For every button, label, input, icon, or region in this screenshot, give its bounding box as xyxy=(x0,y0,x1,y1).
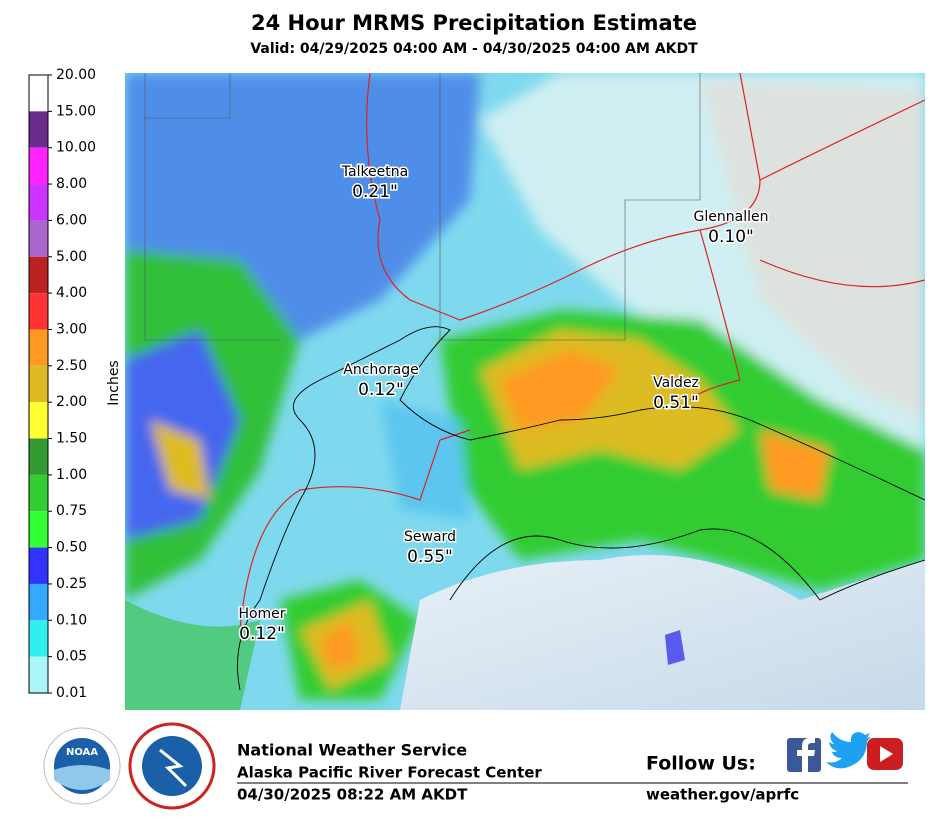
colorbar-label: 8.00 xyxy=(56,176,87,192)
colorbar-label: 4.00 xyxy=(56,285,87,301)
agency: National Weather Service xyxy=(237,741,467,760)
colorbar-label: 1.00 xyxy=(56,467,87,483)
youtube-glyph xyxy=(880,746,893,762)
city-name: Seward xyxy=(404,529,456,545)
colorbar-label: 1.50 xyxy=(56,431,87,447)
colorbar: 20.00 15.00 10.00 8.00 6.00 5.00 4.00 3.00 2.50 2… xyxy=(28,67,122,701)
colorbar-label: 20.00 xyxy=(56,67,96,83)
colorbar-label: 0.25 xyxy=(56,576,87,592)
colorbar-bin xyxy=(29,583,48,621)
city-value: 0.12" xyxy=(358,380,404,400)
colorbar-bin xyxy=(29,329,48,366)
city-name: Glennallen xyxy=(694,209,769,225)
twitter-icon[interactable] xyxy=(826,732,871,769)
city-name: Anchorage xyxy=(343,362,418,378)
colorbar-label: 0.10 xyxy=(56,612,87,628)
colorbar-label: 0.01 xyxy=(56,685,87,701)
title: 24 Hour MRMS Precipitation Estimate xyxy=(251,11,697,35)
city-name: Valdez xyxy=(653,375,699,391)
colorbar-label: 15.00 xyxy=(56,103,96,119)
city-value: 0.10" xyxy=(708,227,754,247)
colorbar-title: Inches xyxy=(106,360,122,405)
colorbar-label: 0.75 xyxy=(56,503,87,519)
city-name: Talkeetna xyxy=(341,164,408,180)
colorbar-bin xyxy=(29,147,48,185)
noaa-wave xyxy=(54,765,110,790)
colorbar-bin xyxy=(29,365,48,403)
colorbar-bin xyxy=(29,256,48,294)
footer: NOAA National Weather Service Alaska Pac… xyxy=(43,722,908,810)
colorbar-label: 6.00 xyxy=(56,212,87,228)
colorbar-label: 2.50 xyxy=(56,358,87,374)
colorbar-label: 3.00 xyxy=(56,321,87,337)
colorbar-frame xyxy=(28,74,49,694)
noaa-logo-text: NOAA xyxy=(66,747,98,758)
colorbar-bin xyxy=(29,402,48,439)
map xyxy=(125,73,925,710)
colorbar-bin xyxy=(29,474,48,512)
subtitle: Valid: 04/29/2025 04:00 AM - 04/30/2025 … xyxy=(250,41,698,57)
colorbar-bin xyxy=(29,656,48,693)
colorbar-label: 0.05 xyxy=(56,649,87,665)
colorbar-label: 10.00 xyxy=(56,140,96,156)
colorbar-bin xyxy=(29,547,48,584)
city-name: Homer xyxy=(238,606,285,622)
colorbar-label: 0.50 xyxy=(56,540,87,556)
city-value: 0.55" xyxy=(407,547,453,567)
colorbar-bin xyxy=(29,511,48,548)
colorbar-bin xyxy=(29,220,48,257)
city-value: 0.21" xyxy=(352,182,398,202)
nws-bolt xyxy=(159,748,188,788)
url[interactable]: weather.gov/aprfc xyxy=(646,786,799,804)
colorbar-bin xyxy=(29,184,48,221)
follow-us: Follow Us: xyxy=(646,753,756,775)
colorbar-bin xyxy=(29,75,48,112)
colorbar-bin xyxy=(29,620,48,657)
facebook-glyph xyxy=(797,738,815,772)
colorbar-bin xyxy=(29,111,48,148)
colorbar-bin xyxy=(29,438,48,475)
colorbar-bin xyxy=(29,293,48,330)
city-value: 0.51" xyxy=(653,393,699,413)
colorbar-label: 2.00 xyxy=(56,394,87,410)
colorbar-label: 5.00 xyxy=(56,249,87,265)
timestamp: 04/30/2025 08:22 AM AKDT xyxy=(237,786,468,804)
office: Alaska Pacific River Forecast Center xyxy=(237,764,542,782)
city-value: 0.12" xyxy=(239,624,285,644)
city-labels: Talkeetna 0.21" Glennallen 0.10" Anchorage 0.… xyxy=(237,163,770,646)
